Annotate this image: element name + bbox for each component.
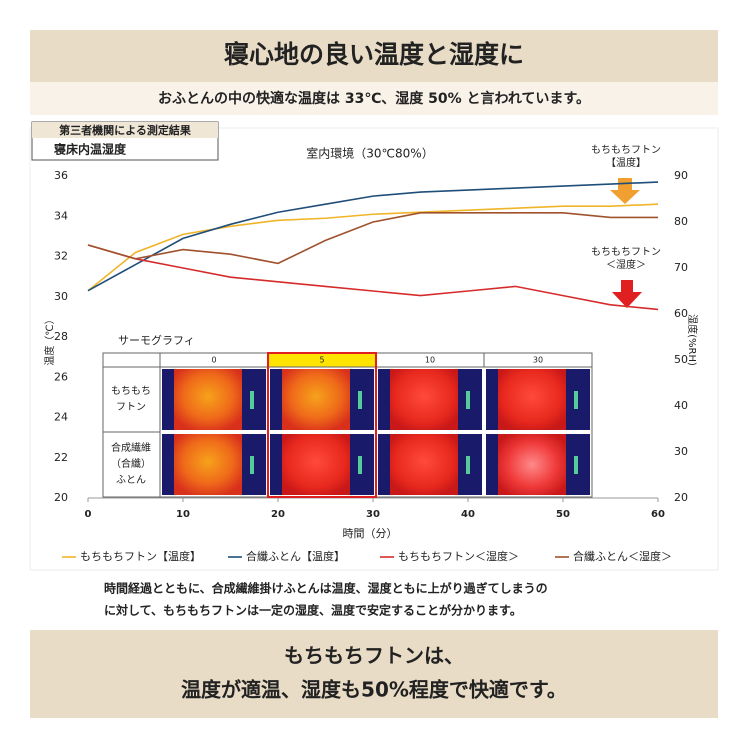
- thermo-image: [498, 434, 566, 495]
- y2-tick-label: 20: [674, 491, 688, 504]
- y-axis-label: 温度（℃）: [43, 314, 56, 365]
- title-banner: [30, 30, 718, 82]
- scale-bar: [466, 391, 470, 409]
- y-tick-label: 24: [54, 411, 68, 424]
- y-tick-label: 22: [54, 451, 68, 464]
- badge-line: 寝床内温湿度: [54, 142, 127, 157]
- y2-axis-label: 湿度(%RH): [686, 314, 699, 366]
- y2-tick-label: 30: [674, 445, 688, 458]
- inset-header: [483, 352, 593, 368]
- y-tick-label: 30: [54, 290, 68, 303]
- y2-tick-label: 50: [674, 353, 688, 366]
- annotation: ＜湿度＞: [606, 258, 646, 271]
- inset-column: 10: [425, 356, 435, 365]
- inset-column: 0: [211, 356, 216, 365]
- y2-tick-label: 70: [674, 261, 688, 274]
- badge-line: 第三者機関による測定結果: [59, 123, 191, 137]
- thermo-image: [282, 369, 350, 430]
- x-tick-label: 50: [556, 509, 570, 520]
- series-line: [87, 244, 659, 311]
- x-tick-label: 30: [366, 509, 380, 520]
- scale-bar: [358, 391, 362, 409]
- annotation: もちもちフトン: [591, 144, 661, 156]
- badge-top: [32, 122, 218, 138]
- thermo-image: [282, 434, 350, 495]
- highlight: [267, 352, 377, 498]
- inset-column: 5: [319, 356, 324, 365]
- scale-bar: [358, 456, 362, 474]
- page-subtitle: おふとんの中の快適な温度は 33℃、湿度 50% と言われています。: [158, 90, 590, 107]
- row-cell: [102, 431, 161, 498]
- inset-row: もちもち: [111, 385, 151, 397]
- thermo-image: [390, 434, 458, 495]
- conclusion-banner: [30, 630, 718, 718]
- row-cell: [102, 366, 161, 433]
- scale-bar: [574, 456, 578, 474]
- y2-tick-label: 80: [674, 215, 688, 228]
- inset-column: 30: [533, 356, 543, 365]
- series-line: [87, 203, 659, 292]
- y2-tick-label: 60: [674, 307, 688, 320]
- chart-title: 室内環境（30℃80%）: [306, 146, 433, 161]
- y-tick-label: 26: [54, 370, 68, 383]
- y-tick-label: 34: [54, 209, 68, 222]
- x-axis-label: 時間（分）: [343, 527, 398, 540]
- y-tick-label: 20: [54, 491, 68, 504]
- x-tick-label: 10: [176, 509, 190, 520]
- x-tick-label: 40: [461, 509, 475, 520]
- scale-bar: [466, 456, 470, 474]
- y-tick-label: 36: [54, 169, 68, 182]
- inset-row: ふとん: [116, 474, 146, 486]
- arrow: [610, 178, 640, 204]
- x-tick-label: 60: [651, 509, 665, 520]
- legend-entry: もちもちフトン【温度】: [80, 549, 201, 563]
- inset-row: 合成繊維: [111, 441, 151, 454]
- annotation: 【温度】: [606, 156, 646, 169]
- inset-row: （合纖）: [111, 457, 151, 470]
- thermo-image: [174, 434, 242, 495]
- legend-entry: もちもちフトン＜湿度＞: [398, 549, 519, 563]
- y2-tick-label: 40: [674, 399, 688, 412]
- thermo-image: [498, 369, 566, 430]
- inset-row: フトン: [116, 402, 146, 413]
- conclusion: もちもちフトンは、: [284, 644, 464, 668]
- note: 時間経過とともに、合成繊維掛けふとんは温度、湿度ともに上がり過ぎてしまうの: [104, 581, 548, 596]
- thermo-image: [174, 369, 242, 430]
- series-line: [87, 212, 658, 265]
- y2-tick-label: 90: [674, 169, 688, 182]
- subtitle-band: [30, 82, 718, 115]
- thermo-image: [390, 369, 458, 430]
- x-tick-label: 0: [85, 509, 92, 520]
- y-tick-label: 32: [54, 250, 68, 263]
- arrow: [612, 280, 642, 308]
- scale-bar: [250, 391, 254, 409]
- note: に対して、もちもちフトンは一定の湿度、温度で安定することが分かります。: [104, 603, 522, 618]
- annotation: もちもちフトン: [591, 246, 661, 258]
- x-tick-label: 20: [271, 509, 285, 520]
- inset-title: サーモグラフィ: [118, 333, 195, 347]
- legend-entry: 合纖ふとん【温度】: [246, 549, 345, 563]
- scale-bar: [574, 391, 578, 409]
- scale-bar: [250, 456, 254, 474]
- page-title: 寝心地の良い温度と湿度に: [224, 40, 524, 69]
- conclusion: 温度が適温、湿度も50%程度で快適です。: [181, 678, 567, 702]
- y-tick-label: 28: [54, 330, 68, 343]
- legend-entry: 合纖ふとん＜湿度＞: [573, 549, 672, 563]
- series-line: [87, 181, 659, 292]
